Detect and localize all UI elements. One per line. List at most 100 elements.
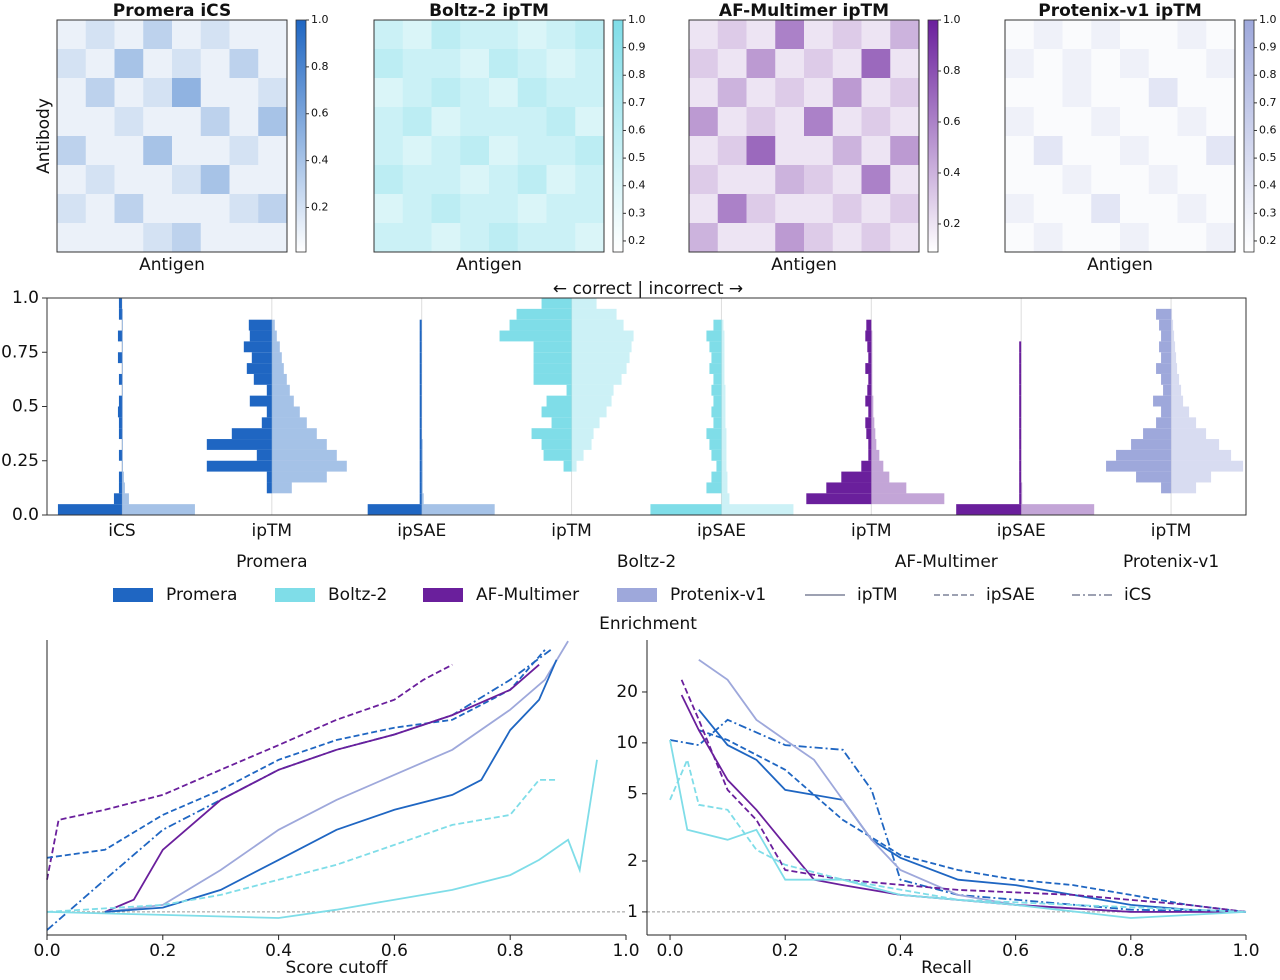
- heatmap-cell: [1062, 107, 1092, 137]
- correct-bar: [118, 395, 122, 407]
- heatmap-cell: [489, 78, 519, 108]
- heatmap-cell: [1033, 223, 1063, 253]
- correct-bar: [1019, 406, 1022, 418]
- x-tick-label: 0.2: [772, 941, 799, 961]
- heatmap-cell: [1177, 49, 1207, 79]
- correct-bar: [419, 439, 422, 450]
- incorrect-bar: [121, 428, 123, 440]
- incorrect-bar: [721, 363, 725, 374]
- correct-bar: [716, 460, 722, 472]
- incorrect-bar: [871, 363, 873, 374]
- heatmap-cell: [861, 78, 891, 108]
- heatmap-cell: [1091, 136, 1121, 166]
- correct-bar: [206, 460, 272, 472]
- heatmap-cell: [402, 49, 432, 79]
- heatmap-cell: [775, 20, 805, 50]
- heatmap-cell: [1206, 194, 1236, 224]
- heatmap-cell: [460, 78, 490, 108]
- correct-bar: [117, 330, 122, 342]
- correct-bar: [419, 417, 422, 429]
- heatmap-cell: [489, 107, 519, 137]
- heatmap-title: Protenix-v1 ipTM: [1038, 1, 1201, 21]
- heatmap-cell: [746, 165, 776, 195]
- heatmap-cell: [1148, 49, 1178, 79]
- correct-bar: [861, 460, 872, 472]
- series-line: [46, 663, 453, 880]
- heatmap-cell: [804, 20, 834, 50]
- heatmap-cell: [1177, 223, 1207, 253]
- heatmap-cell: [575, 223, 605, 253]
- incorrect-bar: [1171, 373, 1180, 385]
- heatmap-cell: [402, 107, 432, 137]
- heatmap-cell: [1206, 165, 1236, 195]
- y-tick-label: 5: [627, 784, 638, 804]
- legend-swatch: [275, 588, 315, 602]
- incorrect-bar: [121, 341, 123, 353]
- heatmap-cell: [114, 165, 144, 195]
- correct-bar: [867, 384, 872, 396]
- incorrect-bar: [571, 439, 592, 450]
- colorbar-tick-label: 0.8: [311, 60, 329, 73]
- histogram-title: ← correct | incorrect →: [553, 279, 743, 299]
- incorrect-bar: [721, 428, 727, 440]
- correct-bar: [1161, 330, 1172, 342]
- colorbar-tick-label: 1.0: [628, 13, 646, 26]
- heatmap-cell: [1033, 136, 1063, 166]
- heatmap-cell: [229, 165, 259, 195]
- heatmap-cell: [1148, 194, 1178, 224]
- heatmap-cell: [717, 20, 747, 50]
- heatmap-cell: [546, 107, 576, 137]
- heatmap-cell: [546, 136, 576, 166]
- heatmap-cell: [85, 223, 115, 253]
- colorbar-tick-label: 0.8: [628, 68, 646, 81]
- heatmap-cell: [489, 194, 519, 224]
- incorrect-bar: [871, 417, 875, 429]
- series-line: [669, 757, 1247, 913]
- incorrect-bar: [721, 460, 727, 472]
- incorrect-bar: [571, 308, 617, 320]
- heatmap-cell: [1206, 136, 1236, 166]
- heatmap-cell: [517, 136, 547, 166]
- heatmap-cell: [1206, 20, 1236, 50]
- y-tick-label: 0.0: [12, 505, 39, 525]
- heatmap-cell: [402, 20, 432, 50]
- heatmap-cell: [717, 78, 747, 108]
- heatmap-cell: [1062, 49, 1092, 79]
- incorrect-bar: [871, 352, 873, 364]
- correct-bar: [713, 373, 722, 385]
- correct-bar: [419, 352, 422, 364]
- incorrect-bar: [1171, 417, 1197, 429]
- heatmap-cell: [890, 49, 920, 79]
- correct-bar: [118, 308, 122, 320]
- heatmap-cell: [1062, 165, 1092, 195]
- x-tick-label: 0.8: [1117, 941, 1144, 961]
- incorrect-bar: [421, 460, 423, 472]
- incorrect-bar: [421, 439, 423, 450]
- heatmap-cell: [229, 223, 259, 253]
- correct-bar: [650, 504, 722, 515]
- correct-bar: [866, 319, 872, 331]
- correct-bar: [1019, 384, 1022, 396]
- correct-bar: [419, 373, 422, 385]
- correct-bar: [1019, 417, 1022, 429]
- heatmap-cell: [689, 20, 719, 50]
- correct-bar: [1106, 460, 1172, 472]
- colorbar: [1243, 19, 1255, 253]
- heatmap-cell: [1091, 194, 1121, 224]
- heatmap-cell: [517, 194, 547, 224]
- colorbar-tick-label: 0.2: [943, 217, 961, 230]
- heatmap-cell: [1005, 107, 1035, 137]
- correct-bar: [1019, 341, 1022, 353]
- incorrect-bar: [121, 460, 123, 472]
- x-axis-label: Recall: [921, 958, 972, 978]
- heatmap-cell: [460, 136, 490, 166]
- heatmap-cell: [717, 49, 747, 79]
- correct-bar: [713, 395, 722, 407]
- heatmap-cell: [172, 107, 202, 137]
- series-line: [46, 649, 552, 931]
- heatmap-cell: [1120, 78, 1150, 108]
- incorrect-bar: [271, 439, 327, 450]
- heatmap-cell: [143, 223, 173, 253]
- incorrect-bar: [871, 330, 873, 342]
- colorbar-tick-label: 0.4: [628, 179, 646, 192]
